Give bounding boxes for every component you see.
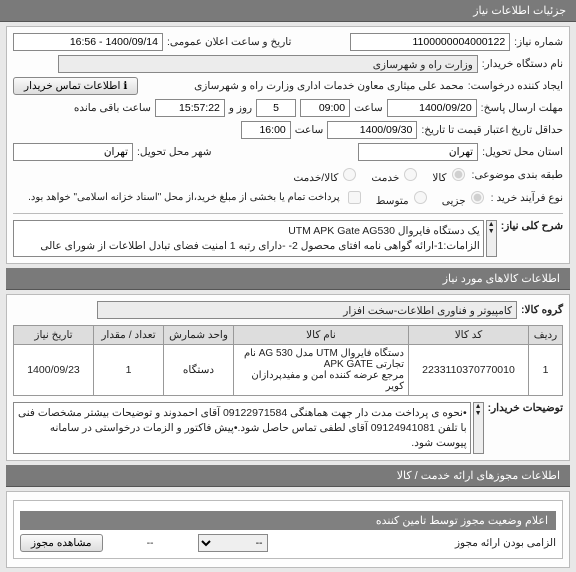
need-number-label: شماره نیاز:: [514, 36, 563, 48]
requester-label: ایجاد کننده درخواست:: [468, 80, 563, 92]
textarea-scroll-icon[interactable]: ▲▼: [486, 220, 497, 257]
permits-header-bar: اطلاعات مجوزهای ارائه خدمت / کالا: [6, 465, 570, 487]
table-row[interactable]: 1 2233110370770010 دستگاه فایروال UTM مد…: [14, 345, 563, 396]
cell-unit: دستگاه: [164, 345, 234, 396]
permit-status-select[interactable]: --: [198, 534, 268, 552]
city-label: شهر محل تحویل:: [137, 146, 212, 158]
buyer-contact-label: اطلاعات تماس خریدار: [24, 80, 120, 92]
col-idx: ردیف: [529, 326, 563, 345]
min-exp-time: [241, 121, 291, 139]
supplier-status-bar: اعلام وضعیت مجوز توسط تامین کننده: [20, 511, 556, 530]
radio-partial[interactable]: جزیی: [442, 188, 487, 207]
public-date-label: تاریخ و ساعت اعلان عمومی:: [167, 36, 291, 48]
table-header-row: ردیف کد کالا نام کالا واحد شمارش تعداد /…: [14, 326, 563, 345]
notes-scroll-icon[interactable]: ▲▼: [473, 402, 484, 454]
partial-note: پرداخت تمام یا بخشی از مبلغ خرید،از محل …: [28, 192, 340, 203]
need-number-field: [350, 33, 510, 51]
min-exp-date: [327, 121, 417, 139]
state-field: [358, 143, 478, 161]
col-name: نام کالا: [234, 326, 409, 345]
time-remaining-field: [155, 99, 225, 117]
min-exp-label: حداقل تاریخ اعتبار قیمت تا تاریخ:: [421, 124, 563, 136]
remaining-label: ساعت باقی مانده: [74, 102, 151, 114]
radio-medium[interactable]: متوسط: [376, 188, 430, 207]
col-qty: تعداد / مقدار: [94, 326, 164, 345]
send-deadline-label: مهلت ارسال پاسخ:: [481, 102, 563, 114]
buyer-notes-textarea: •نحوه ی پرداخت مدت دار جهت هماهنگی 09122…: [13, 402, 471, 454]
view-permit-button[interactable]: مشاهده مجوز: [20, 534, 103, 552]
cell-date: 1400/09/23: [14, 345, 94, 396]
cell-qty: 1: [94, 345, 164, 396]
need-panel: شماره نیاز: تاریخ و ساعت اعلان عمومی: نا…: [6, 26, 570, 264]
hour-label-1: ساعت: [354, 102, 383, 114]
treasury-checkbox[interactable]: [348, 191, 361, 204]
dash-value: --: [147, 537, 154, 549]
items-panel: گروه کالا: کامپیوتر و فناوری اطلاعات-سخت…: [6, 294, 570, 461]
mandatory-label: الزامی بودن ارائه مجوز: [455, 537, 556, 549]
permit-inner-panel: اعلام وضعیت مجوز توسط تامین کننده الزامی…: [13, 500, 563, 559]
goods-group-label: گروه کالا:: [521, 304, 563, 316]
cell-idx: 1: [529, 345, 563, 396]
buyer-notes-label: توضیحات خریدار:: [488, 402, 563, 414]
cell-code: 2233110370770010: [409, 345, 529, 396]
requester-value: محمد علی میثاری معاون خدمات اداری وزارت …: [142, 80, 463, 92]
day-label: روز و: [229, 102, 252, 114]
col-code: کد کالا: [409, 326, 529, 345]
radio-both[interactable]: کالا/خدمت: [293, 165, 359, 184]
items-header-bar: اطلاعات کالاهای مورد نیاز: [6, 268, 570, 290]
radio-goods[interactable]: کالا: [432, 165, 467, 184]
goods-table: ردیف کد کالا نام کالا واحد شمارش تعداد /…: [13, 325, 563, 396]
radio-service[interactable]: خدمت: [371, 165, 420, 184]
city-field: [13, 143, 133, 161]
goods-group-field: کامپیوتر و فناوری اطلاعات-سخت افزار: [97, 301, 517, 319]
days-left-field: [256, 99, 296, 117]
send-deadline-date: [387, 99, 477, 117]
buy-process-label: نوع فرآیند خرید :: [491, 192, 563, 204]
class-label: طبقه بندی موضوعی:: [472, 169, 563, 181]
cell-name: دستگاه فایروال UTM مدل AG 530 نام تجارتی…: [234, 345, 409, 396]
send-deadline-time: [300, 99, 350, 117]
state-label: استان محل تحویل:: [482, 146, 563, 158]
hour-label-2: ساعت: [295, 124, 324, 136]
col-date: تاریخ نیاز: [14, 326, 94, 345]
buyer-contact-button[interactable]: ℹ اطلاعات تماس خریدار: [13, 77, 138, 95]
info-icon: ℹ: [123, 80, 127, 92]
summary-label: شرح کلی نیاز:: [501, 220, 563, 232]
col-unit: واحد شمارش: [164, 326, 234, 345]
header-bar: جزئیات اطلاعات نیاز: [0, 0, 576, 22]
summary-textarea: یک دستگاه فایروال UTM APK Gate AG530 الز…: [13, 220, 484, 257]
buyer-org-label: نام دستگاه خریدار:: [482, 58, 563, 70]
public-date-field: [13, 33, 163, 51]
buyer-org-field: وزارت راه و شهرسازی: [58, 55, 478, 73]
